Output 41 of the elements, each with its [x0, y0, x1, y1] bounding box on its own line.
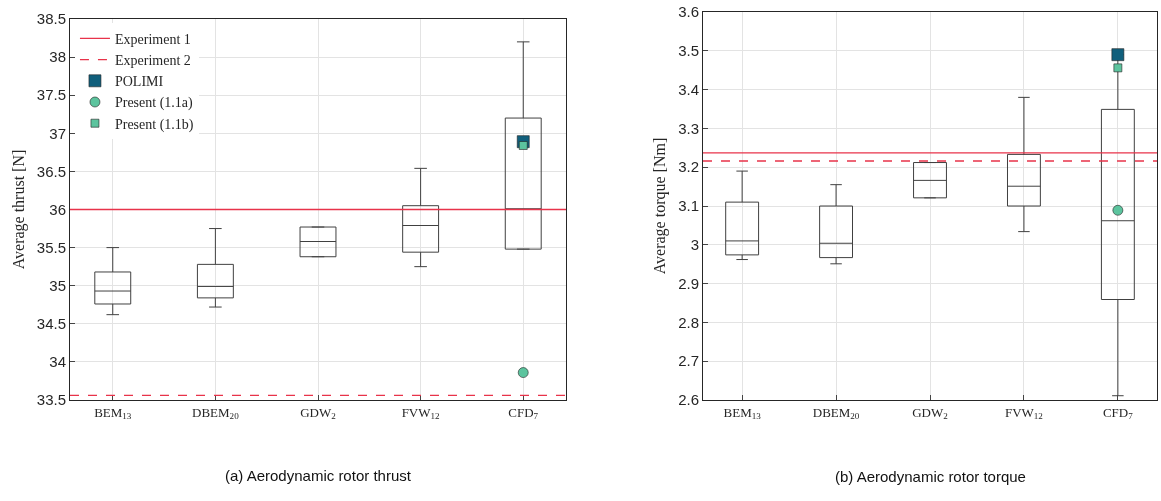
y-tick-label: 3.3: [678, 119, 699, 137]
y-tick-label: 36: [49, 200, 66, 218]
y-axis-title: Average thrust [N]: [9, 149, 28, 270]
text: (a) Aerodynamic rotor thrust: [225, 467, 412, 484]
y-tick-label: 38: [49, 48, 66, 66]
y-tick-label: 3.4: [678, 80, 699, 98]
y-tick-label: 2.8: [678, 313, 699, 331]
x-tick-label: FVW$_{12}$: [1004, 404, 1044, 422]
y-tick-label: 36.5: [36, 162, 66, 180]
y-tick-label: 37.5: [36, 86, 66, 104]
x-tick-label: CFD$_{7}$: [1102, 404, 1134, 422]
x-tick-label: GDW$_{2}$: [912, 404, 949, 422]
y-tick-label: 33.5: [36, 391, 66, 409]
y-axis-title: Average torque [Nm]: [651, 137, 670, 275]
y-tick-label: 38.5: [36, 10, 66, 28]
legend-label: POLIMI: [114, 74, 164, 90]
legend-label: Experiment 2: [114, 53, 191, 69]
x-tick-label: DBEM$_{20}$: [192, 404, 240, 422]
y-tick-label: 2.9: [678, 274, 699, 292]
y-tick-label: 34.5: [36, 315, 66, 333]
y-tick-label: 3.1: [678, 197, 699, 215]
y-tick-label: 3.6: [678, 3, 699, 21]
x-tick-label: BEM$_{13}$: [94, 404, 132, 422]
y-tick-label: 35.5: [36, 238, 66, 256]
legend-label: Present (1.1a): [114, 95, 194, 112]
y-tick-label: 37: [49, 124, 66, 142]
y-tick-label: 3.5: [678, 42, 699, 60]
y-tick-label: 3: [690, 236, 699, 254]
x-tick-label: CFD$_{7}$: [508, 404, 539, 422]
legend-label: Experiment 1: [114, 31, 191, 47]
y-tick-label: 2.6: [678, 391, 699, 409]
y-tick-label: 2.7: [678, 352, 699, 370]
text: (b) Aerodynamic rotor torque: [835, 468, 1026, 485]
x-tick-label: FVW$_{12}$: [401, 404, 441, 422]
y-tick-label: 35: [49, 276, 66, 294]
x-tick-label: DBEM$_{20}$: [812, 404, 860, 422]
x-tick-label: BEM$_{13}$: [723, 404, 762, 422]
y-tick-label: 3.2: [678, 158, 699, 176]
x-tick-label: GDW$_{2}$: [300, 404, 337, 422]
y-tick-label: 34: [49, 353, 66, 371]
legend-label: Present (1.1b): [114, 116, 194, 133]
